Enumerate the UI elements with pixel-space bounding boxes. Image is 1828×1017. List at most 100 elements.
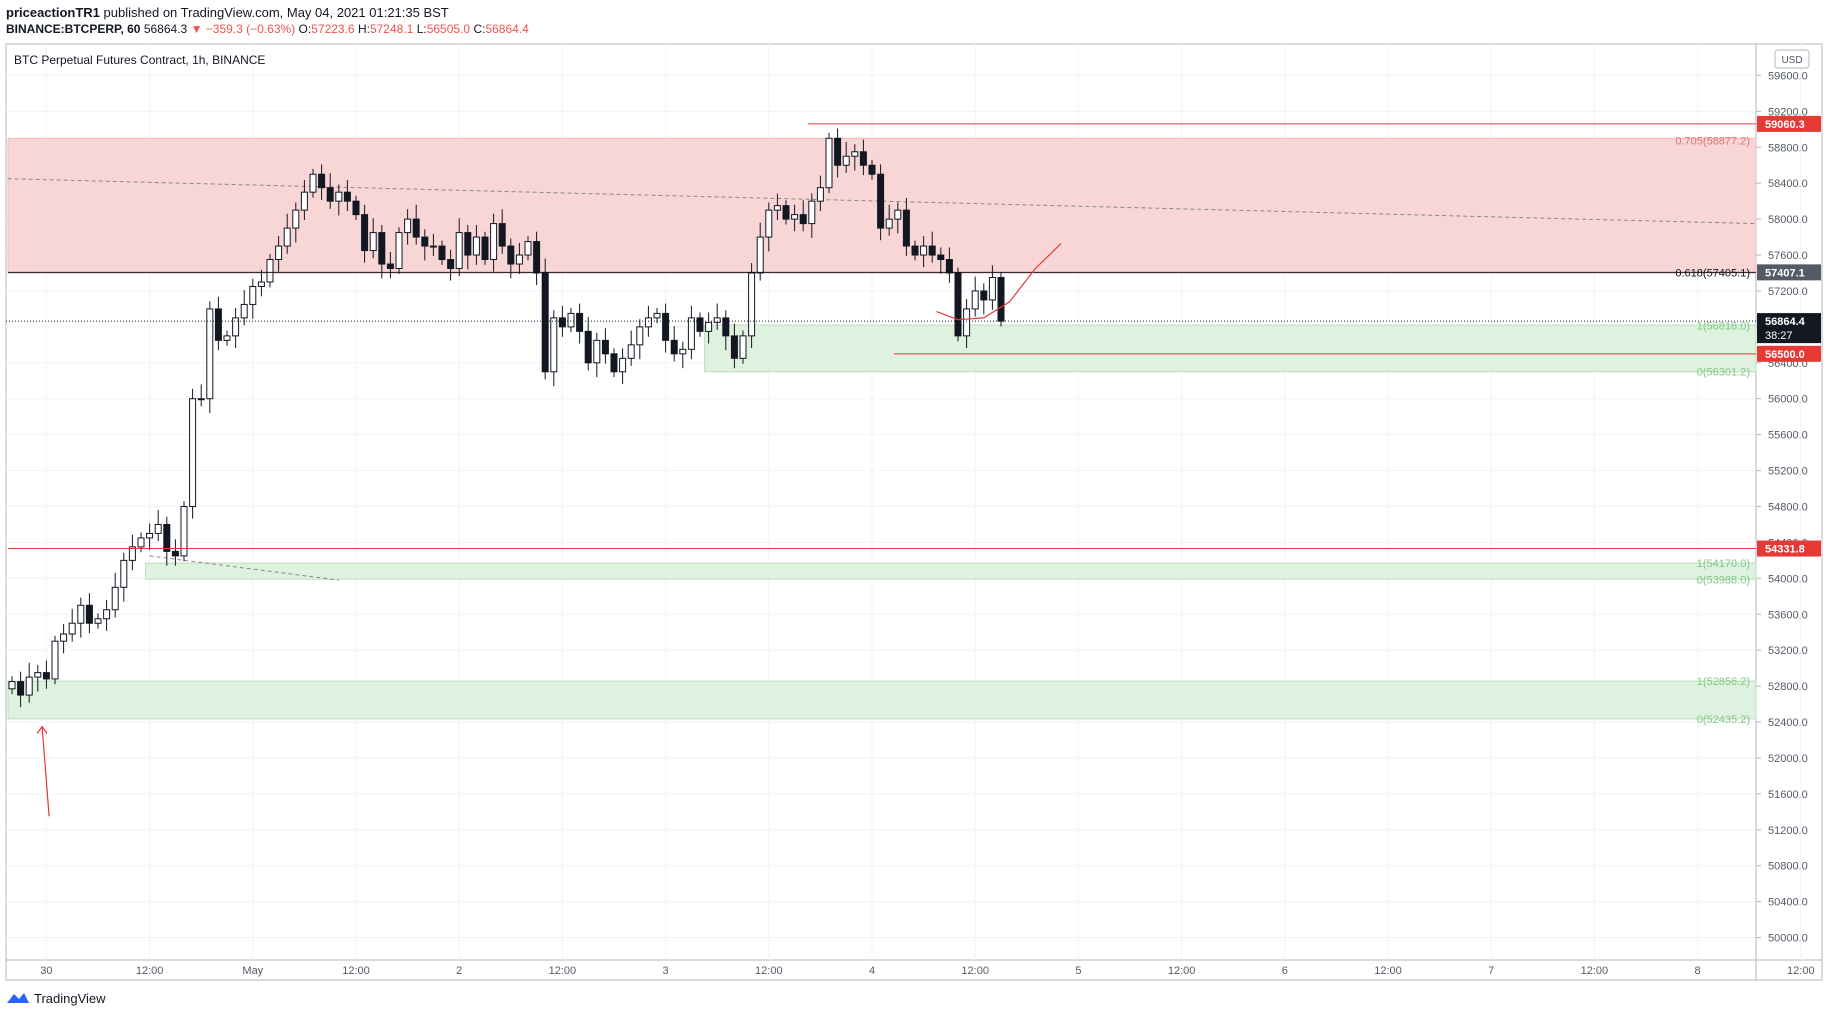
fib-level-label: 0.705(58877.2)	[1675, 135, 1750, 147]
candle-body	[782, 205, 790, 220]
candle-body	[791, 214, 799, 220]
level-tag	[1757, 115, 1821, 132]
candle-body	[85, 604, 93, 624]
y-tick-label: 52800.0	[1768, 681, 1808, 693]
high-value: 57248.1	[369, 22, 414, 36]
candle-body	[455, 232, 463, 270]
candle-body	[447, 259, 455, 270]
level-tag	[1757, 264, 1821, 281]
y-tick-label: 56000.0	[1768, 394, 1808, 406]
candle-body	[352, 200, 360, 216]
candle-body	[816, 187, 824, 202]
candle-body	[593, 339, 601, 364]
author-name[interactable]: priceactionTR1	[6, 5, 100, 20]
tradingview-logo-icon	[7, 993, 29, 1003]
candle-body	[945, 259, 953, 274]
x-tick-label: 3	[663, 965, 669, 977]
candle-body	[146, 532, 154, 539]
candle-body	[834, 137, 842, 166]
y-tick-label: 51600.0	[1768, 789, 1808, 801]
candle-body	[756, 236, 764, 274]
chart-header: priceactionTR1 published on TradingView.…	[6, 4, 529, 38]
candle-body	[361, 214, 369, 252]
y-tick-label: 54800.0	[1768, 501, 1808, 513]
candle-body	[120, 559, 128, 588]
symbol-label: BINANCE:BTCPERP, 60	[6, 22, 141, 36]
high-key: H:	[357, 22, 370, 36]
candle-body	[507, 245, 515, 265]
candle-body	[42, 672, 50, 680]
currency-badge[interactable]	[1774, 49, 1810, 69]
candle-body	[808, 200, 816, 225]
candle-body	[533, 241, 541, 274]
candle-body	[636, 326, 644, 346]
candle-body	[94, 618, 102, 624]
level-tag-label: 57407.1	[1765, 267, 1805, 279]
candle-body	[679, 348, 687, 355]
x-tick-label: 12:00	[1581, 965, 1609, 977]
publish-info: published on TradingView.com, May 04, 20…	[103, 5, 449, 20]
candle-body	[498, 223, 506, 247]
candle-body	[378, 232, 386, 265]
candle-body	[619, 357, 627, 373]
candle-body	[206, 308, 214, 400]
candle-body	[395, 232, 403, 270]
candle-body	[541, 272, 549, 373]
candle-body	[524, 241, 532, 256]
level-tag-label: 54331.8	[1765, 544, 1805, 556]
candle-body	[722, 317, 730, 337]
change-label: −359.3 (−0.63%)	[205, 22, 296, 36]
tradingview-brand: TradingView	[34, 990, 106, 1006]
arrow-line	[41, 726, 50, 817]
candle-body	[275, 245, 283, 261]
y-tick-label: 50800.0	[1768, 861, 1808, 873]
candle-body	[713, 317, 721, 323]
candle-body	[335, 191, 343, 202]
candle-body	[429, 245, 437, 248]
candle-body	[60, 633, 68, 642]
candle-body	[51, 640, 59, 680]
last-price-tag	[1757, 313, 1821, 344]
candle-body	[240, 303, 248, 319]
candle-body	[257, 281, 265, 287]
fib-level-label: 1(54170.0)	[1697, 558, 1750, 570]
low-key: L:	[416, 22, 427, 36]
close-key: C:	[473, 22, 486, 36]
candle-body	[576, 312, 584, 332]
candle-body	[696, 317, 704, 332]
tradingview-footer[interactable]: TradingView	[6, 990, 106, 1006]
candle-body	[137, 537, 145, 548]
candle-body	[283, 227, 291, 247]
y-tick-label: 50000.0	[1768, 933, 1808, 945]
fib-level-label: 1(56818.0)	[1697, 320, 1750, 332]
candle-body	[292, 209, 300, 229]
x-tick-label: 12:00	[961, 965, 989, 977]
y-tick-label: 52000.0	[1768, 753, 1808, 765]
candle-body	[481, 236, 489, 261]
candle-body	[34, 672, 42, 678]
candle-body	[163, 523, 171, 552]
y-tick-label: 55200.0	[1768, 466, 1808, 478]
candle-body	[154, 523, 162, 534]
candle-body	[412, 218, 420, 238]
candle-body	[25, 676, 33, 696]
fib-level-label: 1(52856.2)	[1697, 676, 1750, 688]
candle-body	[911, 245, 919, 256]
candle-body	[8, 681, 16, 690]
arrow-head-icon	[36, 725, 48, 734]
x-tick-label: 12:00	[1168, 965, 1196, 977]
level-tag	[1757, 540, 1821, 557]
candle-body	[128, 546, 136, 561]
candle-body	[859, 151, 867, 166]
y-tick-label: 58000.0	[1768, 214, 1808, 226]
candle-body	[739, 335, 747, 359]
candle-body	[309, 173, 317, 193]
y-tick-label: 53600.0	[1768, 609, 1808, 621]
zone-band	[704, 324, 1757, 373]
candle-body	[318, 173, 326, 189]
x-tick-label: 7	[1488, 965, 1494, 977]
candle-body	[197, 398, 205, 401]
x-tick-label: 12:00	[342, 965, 370, 977]
x-tick-label: 5	[1075, 965, 1081, 977]
